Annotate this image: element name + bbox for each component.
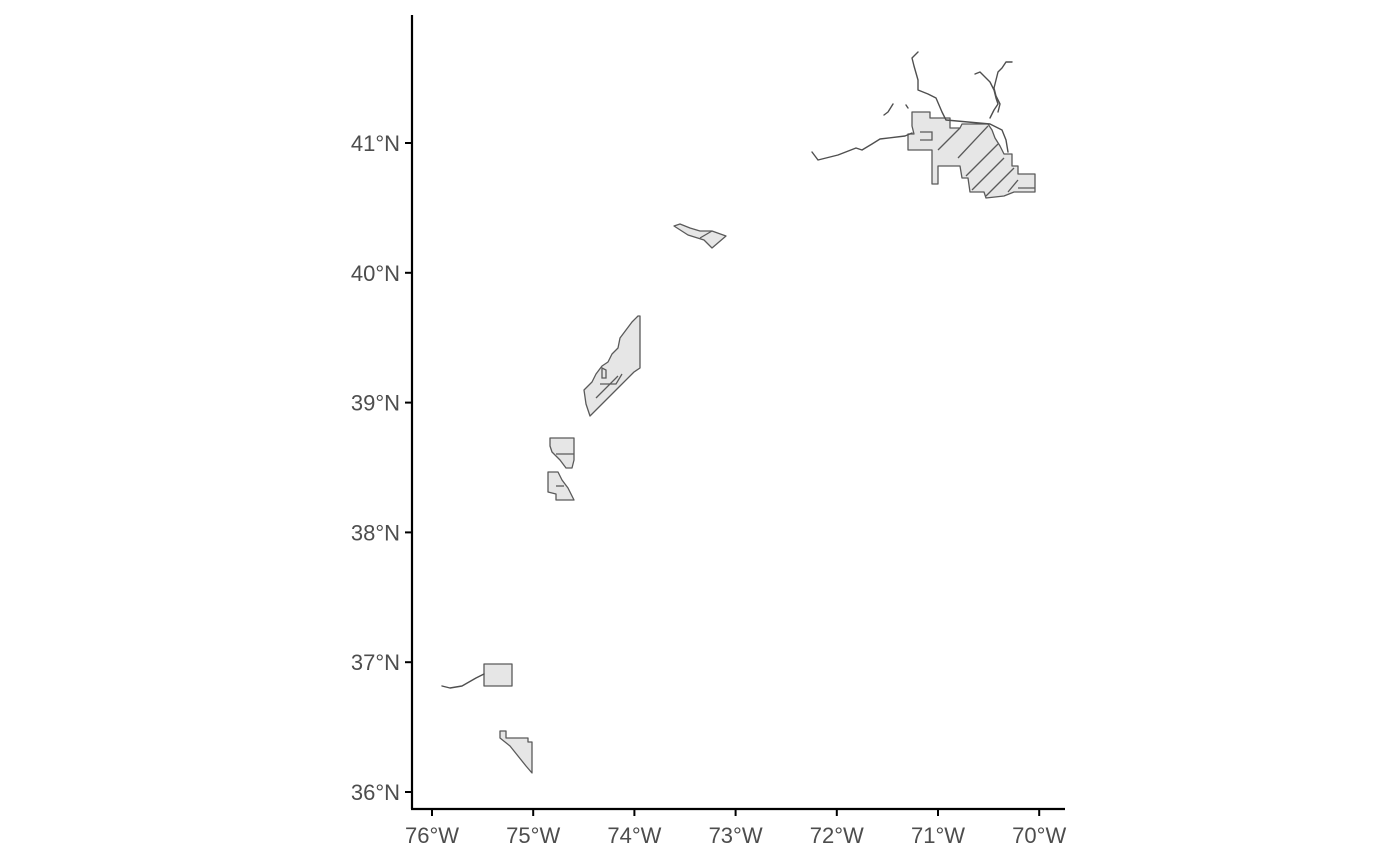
north-carolina-lease-area	[499, 730, 533, 774]
delaware-lease-area	[549, 437, 575, 469]
new-jersey-lease-divider	[600, 373, 623, 385]
cable-line	[911, 51, 1009, 153]
ma-ri-lease-divider	[1007, 179, 1019, 193]
x-axis-tick-label: 71°W	[911, 823, 965, 848]
y-axis-tick-label: 39°N	[351, 391, 400, 416]
cable-line	[974, 71, 999, 119]
new-jersey-lease-divider	[595, 375, 619, 399]
new-jersey-lease-area	[583, 315, 641, 417]
ma-ri-lease-divider	[957, 125, 989, 159]
y-axis-tick-label: 40°N	[351, 261, 400, 286]
map-features	[441, 51, 1036, 774]
ma-ri-lease-divider	[965, 143, 999, 177]
cable-line	[993, 61, 1013, 113]
x-axis-tick-label: 73°W	[709, 823, 763, 848]
y-axis-tick-label: 38°N	[351, 520, 400, 545]
virginia-export-cable	[441, 673, 485, 689]
y-axis-tick-label: 37°N	[351, 650, 400, 675]
x-axis-tick-label: 72°W	[810, 823, 864, 848]
ma-ri-lease-divider	[920, 131, 933, 141]
cable-line	[905, 104, 909, 109]
ma-ri-lease-divider	[937, 127, 961, 151]
virginia-lease-area	[483, 663, 513, 687]
new-york-bight-area	[673, 223, 727, 249]
ma-ri-lease-divider	[985, 167, 1015, 197]
y-axis-ticks: 36°N 37°N 38°N 39°N 40°N 41°N	[351, 131, 412, 805]
new-york-bight-divider	[699, 230, 713, 239]
ma-ri-lease-area-polygon	[907, 111, 1036, 199]
ma-ri-lease-divider	[971, 157, 1005, 191]
new-jersey-lease-divider	[601, 366, 607, 379]
x-axis-ticks: 76°W 75°W 74°W 73°W 72°W 71°W 70°W	[405, 809, 1066, 848]
cable-line	[811, 132, 913, 161]
y-axis-tick-label: 36°N	[351, 780, 400, 805]
x-axis-tick-label: 74°W	[607, 823, 661, 848]
cable-line	[883, 103, 894, 116]
x-axis-tick-label: 70°W	[1012, 823, 1066, 848]
axes: 36°N 37°N 38°N 39°N 40°N 41°N 76°W 75°W 74°W 73°…	[351, 15, 1066, 848]
x-axis-tick-label: 76°W	[405, 823, 459, 848]
export-cables	[811, 51, 1013, 161]
ma-ri-lease-areas	[907, 111, 1036, 199]
x-axis-tick-label: 75°W	[506, 823, 560, 848]
y-axis-tick-label: 41°N	[351, 131, 400, 156]
